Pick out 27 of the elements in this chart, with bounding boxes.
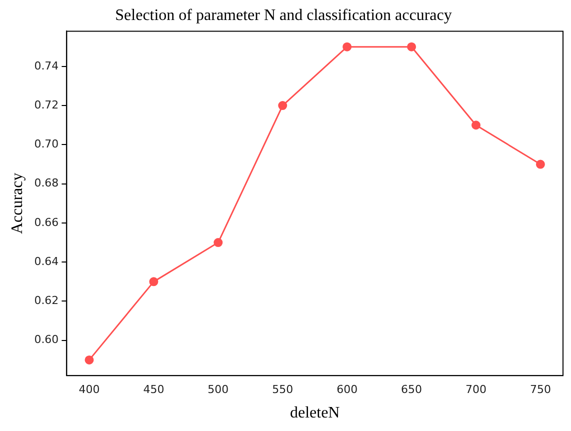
x-tick-label: 400 xyxy=(78,383,100,396)
point xyxy=(342,42,352,52)
y-tick-label: 0.70 xyxy=(34,138,59,151)
point xyxy=(84,355,94,364)
y-axis-title: Accuracy xyxy=(8,172,26,234)
x-tick-label: 650 xyxy=(401,383,422,396)
x-tick-label: 450 xyxy=(143,383,164,396)
y-tick-label: 0.72 xyxy=(34,98,59,112)
point xyxy=(471,120,480,130)
y-tick-label: 0.62 xyxy=(34,294,59,308)
y-tick-label: 0.66 xyxy=(34,216,59,229)
x-tick-label: 550 xyxy=(272,383,294,396)
y-tick-label: 0.74 xyxy=(34,59,59,72)
point xyxy=(149,277,158,286)
y-tick-label: 0.64 xyxy=(34,254,59,268)
chart-title: Selection of parameter N and classification accuracy xyxy=(115,6,452,24)
point xyxy=(278,101,288,110)
x-tick-label: 750 xyxy=(530,383,551,396)
y-tick-label: 0.60 xyxy=(34,333,59,346)
point xyxy=(214,238,223,248)
x-tick-label: 700 xyxy=(465,383,486,396)
y-tick-label: 0.68 xyxy=(34,176,59,190)
x-tick-label: 500 xyxy=(208,383,229,396)
x-tick-label: 600 xyxy=(336,383,358,396)
point xyxy=(536,160,545,169)
point xyxy=(407,42,416,52)
x-axis-title: deleteN xyxy=(290,404,340,422)
